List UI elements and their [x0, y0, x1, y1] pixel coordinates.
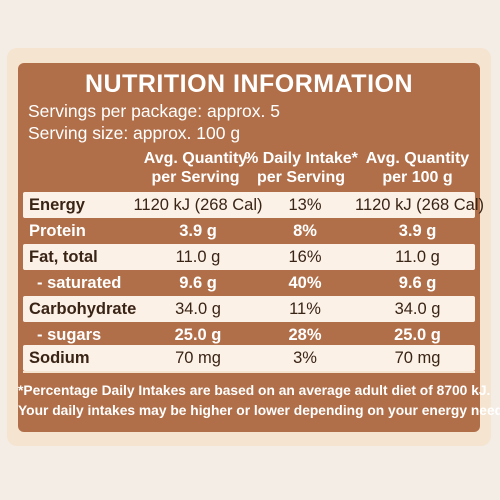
- table-row-saturated: - saturated 9.6 g 40% 9.6 g: [23, 270, 475, 296]
- servings-per-package: Servings per package: approx. 5: [28, 101, 280, 121]
- per-serving-value: 34.0 g: [175, 299, 221, 318]
- daily-intake-value: 3%: [293, 348, 317, 367]
- table-row-carbohydrate: Carbohydrate 34.0 g 11% 34.0 g: [23, 296, 475, 322]
- nutrition-panel: NUTRITION INFORMATION Servings per packa…: [18, 63, 500, 432]
- daily-intake-value: 40%: [288, 273, 322, 292]
- row-label: Carbohydrate: [29, 299, 137, 318]
- header-avg-quantity-per-100g: Avg. Quantity per 100 g: [365, 150, 470, 186]
- per-serving-value: 70 mg: [175, 348, 221, 367]
- per-serving-value: 9.6 g: [179, 273, 217, 292]
- daily-intake-value: 16%: [288, 247, 322, 266]
- daily-intake-value: 8%: [293, 221, 317, 240]
- per-serving-value: 25.0 g: [174, 325, 222, 344]
- row-label: Sodium: [29, 348, 90, 367]
- table-row-fat-total: Fat, total 11.0 g 16% 11.0 g: [23, 244, 475, 270]
- daily-intake-value: 11%: [289, 299, 321, 318]
- per-100g-value: 11.0 g: [395, 247, 440, 266]
- row-label: Protein: [29, 221, 86, 240]
- per-100g-value: 70 mg: [394, 348, 441, 367]
- serving-size: Serving size: approx. 100 g: [28, 123, 241, 143]
- row-label: Fat, total: [29, 247, 98, 266]
- per-100g-value: 25.0 g: [394, 325, 441, 344]
- per-100g-value: 3.9 g: [398, 221, 437, 240]
- per-serving-value: 1120 kJ (268 Cal): [133, 195, 263, 214]
- daily-intake-value: 13%: [288, 195, 322, 214]
- panel-title: NUTRITION INFORMATION: [84, 70, 414, 98]
- table-row-sugars: - sugars 25.0 g 28% 25.0 g: [23, 322, 475, 348]
- header-daily-intake-per-serving: % Daily Intake* per Serving: [244, 150, 358, 186]
- table-row-energy: Energy 1120 kJ (268 Cal) 13% 1120 kJ (26…: [23, 192, 484, 218]
- row-label: - sugars: [37, 325, 102, 344]
- per-serving-value: 3.9 g: [179, 221, 217, 240]
- per-100g-value: 1120 kJ (268 Cal): [355, 195, 485, 214]
- table-row-protein: Protein 3.9 g 8% 3.9 g: [23, 218, 475, 244]
- per-100g-value: 9.6 g: [398, 273, 437, 292]
- row-label: - saturated: [37, 273, 122, 292]
- footnote-line-2: Your daily intakes may be higher or lowe…: [18, 403, 500, 418]
- table-row-sodium: Sodium 70 mg 3% 70 mg: [23, 345, 475, 371]
- table-divider: [23, 371, 475, 373]
- per-100g-value: 34.0 g: [394, 299, 441, 318]
- footnote-line-1: *Percentage Daily Intakes are based on a…: [18, 383, 491, 398]
- row-label: Energy: [29, 195, 85, 214]
- per-serving-value: 11.0 g: [175, 247, 221, 266]
- daily-intake-value: 28%: [288, 325, 322, 344]
- header-avg-quantity-per-serving: Avg. Quantity per Serving: [143, 150, 248, 186]
